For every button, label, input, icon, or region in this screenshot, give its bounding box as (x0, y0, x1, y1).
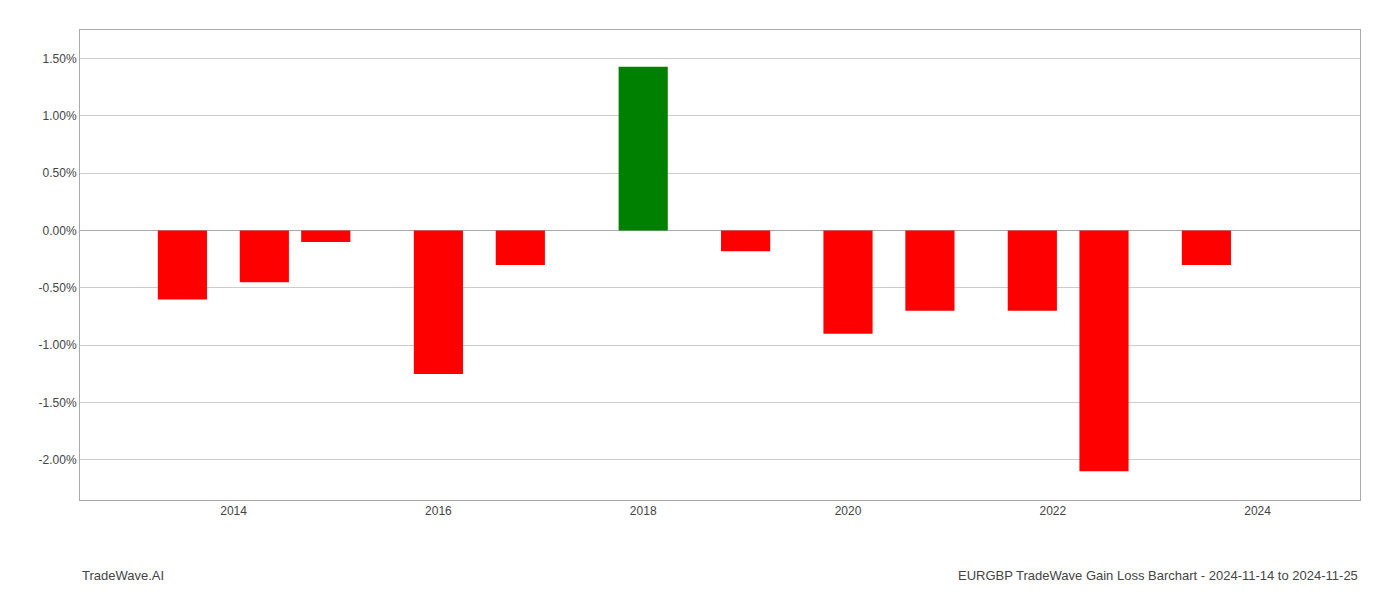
svg-text:-2.00%: -2.00% (39, 453, 77, 467)
svg-text:2022: 2022 (1039, 504, 1066, 518)
svg-text:TradeWave.AI: TradeWave.AI (82, 568, 164, 583)
svg-text:1.50%: 1.50% (43, 52, 77, 66)
svg-text:2014: 2014 (220, 504, 247, 518)
svg-text:2016: 2016 (425, 504, 452, 518)
svg-text:0.00%: 0.00% (43, 224, 77, 238)
svg-text:2020: 2020 (835, 504, 862, 518)
svg-text:2024: 2024 (1244, 504, 1271, 518)
svg-text:1.00%: 1.00% (43, 109, 77, 123)
svg-text:0.50%: 0.50% (43, 166, 77, 180)
svg-text:-1.00%: -1.00% (39, 338, 77, 352)
svg-text:2018: 2018 (630, 504, 657, 518)
svg-text:-1.50%: -1.50% (39, 396, 77, 410)
svg-text:EURGBP TradeWave Gain Loss Bar: EURGBP TradeWave Gain Loss Barchart - 20… (958, 568, 1358, 583)
svg-text:-0.50%: -0.50% (39, 281, 77, 295)
